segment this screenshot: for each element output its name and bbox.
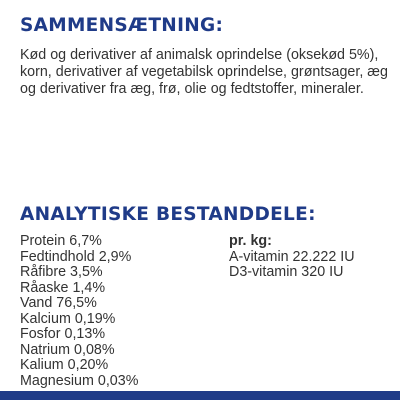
bottom-bar — [0, 391, 400, 400]
analytical-item-potassium: Kalium 0,20% — [20, 357, 109, 373]
vitamins-label: pr. kg: — [229, 233, 272, 249]
analytical-heading: ANALYTISKE BESTANDDELE: — [20, 204, 316, 225]
analytical-item-ash: Råaske 1,4% — [20, 279, 106, 296]
analytical-list: Protein 6,7% Fedtindhold 2,9% Råfibre 3,… — [20, 233, 139, 389]
vitamins-list: A-vitamin 22.222 IU D3-vitamin 320 IU — [229, 248, 355, 281]
analytical-item-protein: Protein 6,7% — [20, 233, 102, 249]
composition-heading: SAMMENSÆTNING: — [20, 15, 224, 36]
analytical-item-magnesium: Magnesium 0,03% — [20, 372, 139, 389]
vitamin-d3-item: D3-vitamin 320 IU — [229, 264, 344, 280]
analytical-item-fat: Fedtindhold 2,9% — [20, 248, 132, 265]
vitamins-block: pr. kg: A-vitamin 22.222 IU D3-vitamin 3… — [229, 233, 355, 281]
analytical-item-water: Vand 76,5% — [20, 295, 97, 311]
analytical-item-phosphorus: Fosfor 0,13% — [20, 326, 106, 342]
analytical-item-fibre: Råfibre 3,5% — [20, 264, 103, 280]
analytical-item-calcium: Kalcium 0,19% — [20, 310, 116, 327]
vitamin-a-item: A-vitamin 22.222 IU — [229, 248, 355, 265]
composition-text: Kød og derivativer af animalsk oprindels… — [20, 47, 388, 97]
analytical-item-sodium: Natrium 0,08% — [20, 341, 115, 358]
